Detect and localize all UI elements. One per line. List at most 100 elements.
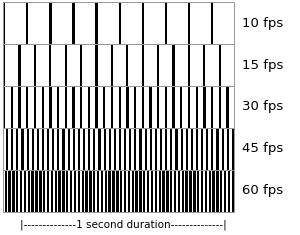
- Bar: [162, 128, 165, 170]
- Bar: [172, 170, 174, 212]
- Text: 45 fps: 45 fps: [242, 142, 283, 155]
- Bar: [211, 86, 213, 128]
- Bar: [176, 170, 178, 212]
- Bar: [118, 2, 121, 44]
- Bar: [142, 2, 144, 44]
- Bar: [88, 86, 90, 128]
- Bar: [53, 170, 55, 212]
- Bar: [146, 170, 147, 212]
- Bar: [165, 86, 167, 128]
- Bar: [219, 86, 221, 128]
- Bar: [103, 86, 105, 128]
- Bar: [80, 170, 82, 212]
- Bar: [92, 170, 93, 212]
- Bar: [72, 2, 75, 44]
- Bar: [203, 44, 206, 86]
- Bar: [134, 86, 136, 128]
- Bar: [219, 44, 221, 86]
- Bar: [203, 86, 206, 128]
- Bar: [188, 2, 190, 44]
- Bar: [214, 128, 216, 170]
- Bar: [64, 128, 68, 170]
- Bar: [18, 86, 21, 128]
- Bar: [34, 128, 37, 170]
- Bar: [3, 86, 234, 128]
- Bar: [188, 128, 191, 170]
- Bar: [44, 128, 47, 170]
- Bar: [34, 86, 36, 128]
- Bar: [196, 170, 197, 212]
- Bar: [38, 170, 39, 212]
- Bar: [80, 128, 83, 170]
- Bar: [3, 128, 234, 170]
- Bar: [26, 86, 28, 128]
- Bar: [64, 86, 67, 128]
- Bar: [3, 86, 5, 128]
- Bar: [203, 128, 206, 170]
- Bar: [136, 128, 140, 170]
- Bar: [3, 128, 234, 170]
- Bar: [72, 86, 75, 128]
- Bar: [100, 128, 103, 170]
- Bar: [219, 170, 220, 212]
- Bar: [115, 170, 116, 212]
- Bar: [8, 128, 11, 170]
- Bar: [172, 44, 175, 86]
- Bar: [95, 170, 97, 212]
- Bar: [41, 86, 44, 128]
- Bar: [223, 170, 224, 212]
- Bar: [95, 128, 98, 170]
- Bar: [142, 86, 144, 128]
- Bar: [147, 128, 150, 170]
- Bar: [103, 170, 105, 212]
- Bar: [45, 170, 47, 212]
- Bar: [3, 44, 5, 86]
- Bar: [188, 44, 190, 86]
- Bar: [41, 170, 43, 212]
- Bar: [3, 128, 6, 170]
- Bar: [39, 128, 42, 170]
- Bar: [122, 170, 124, 212]
- Bar: [130, 170, 132, 212]
- Bar: [157, 44, 159, 86]
- Bar: [3, 44, 234, 86]
- Bar: [208, 128, 211, 170]
- Bar: [26, 2, 28, 44]
- Bar: [3, 170, 234, 212]
- Bar: [3, 170, 234, 212]
- Bar: [196, 86, 198, 128]
- Bar: [111, 128, 114, 170]
- Text: 60 fps: 60 fps: [242, 184, 283, 197]
- Bar: [142, 170, 143, 212]
- Bar: [49, 170, 51, 212]
- Bar: [169, 170, 170, 212]
- Bar: [34, 44, 36, 86]
- Bar: [61, 170, 62, 212]
- Bar: [11, 170, 12, 212]
- Bar: [80, 44, 82, 86]
- Bar: [68, 170, 70, 212]
- Bar: [111, 44, 113, 86]
- Bar: [49, 2, 52, 44]
- Bar: [49, 44, 51, 86]
- Bar: [161, 170, 162, 212]
- Bar: [111, 170, 112, 212]
- Bar: [207, 170, 208, 212]
- Bar: [3, 2, 234, 44]
- Bar: [7, 170, 8, 212]
- Bar: [183, 128, 186, 170]
- Bar: [64, 44, 67, 86]
- Bar: [95, 44, 98, 86]
- Bar: [3, 170, 4, 212]
- Bar: [226, 86, 229, 128]
- Bar: [13, 128, 16, 170]
- Bar: [34, 170, 35, 212]
- Bar: [149, 170, 151, 212]
- Bar: [126, 170, 128, 212]
- Bar: [84, 170, 86, 212]
- Bar: [229, 128, 232, 170]
- Bar: [49, 128, 52, 170]
- Bar: [57, 170, 58, 212]
- Bar: [18, 44, 21, 86]
- Bar: [107, 170, 109, 212]
